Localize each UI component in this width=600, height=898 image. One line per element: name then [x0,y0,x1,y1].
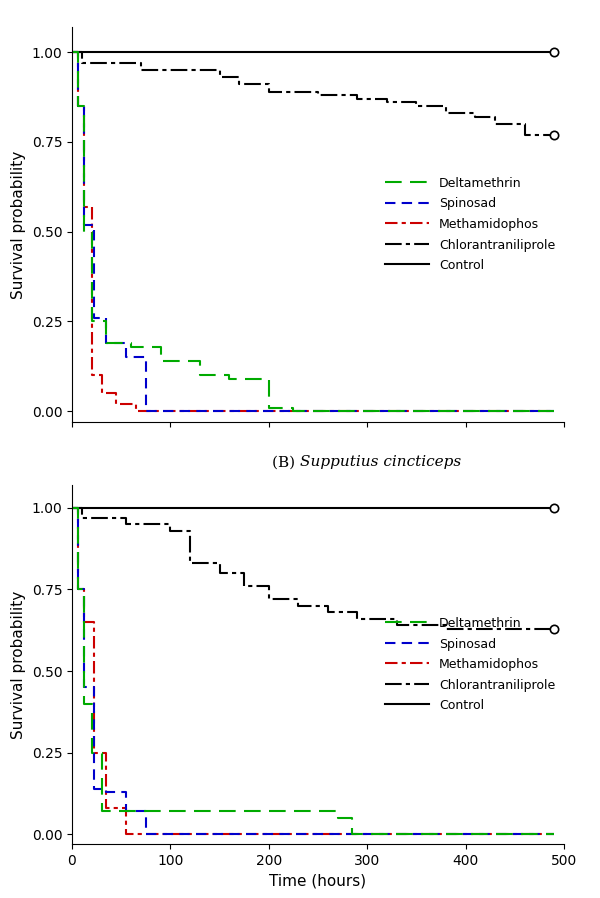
X-axis label: Time (hours): Time (hours) [269,874,367,888]
Text: (B): (B) [272,455,300,470]
Y-axis label: Survival probability: Survival probability [11,590,26,739]
Legend: Deltamethrin, Spinosad, Methamidophos, Chlorantraniliprole, Control: Deltamethrin, Spinosad, Methamidophos, C… [380,172,560,277]
Y-axis label: Survival probability: Survival probability [11,150,26,299]
Text: Supputius cincticeps: Supputius cincticeps [300,455,461,470]
Legend: Deltamethrin, Spinosad, Methamidophos, Chlorantraniliprole, Control: Deltamethrin, Spinosad, Methamidophos, C… [380,612,560,717]
